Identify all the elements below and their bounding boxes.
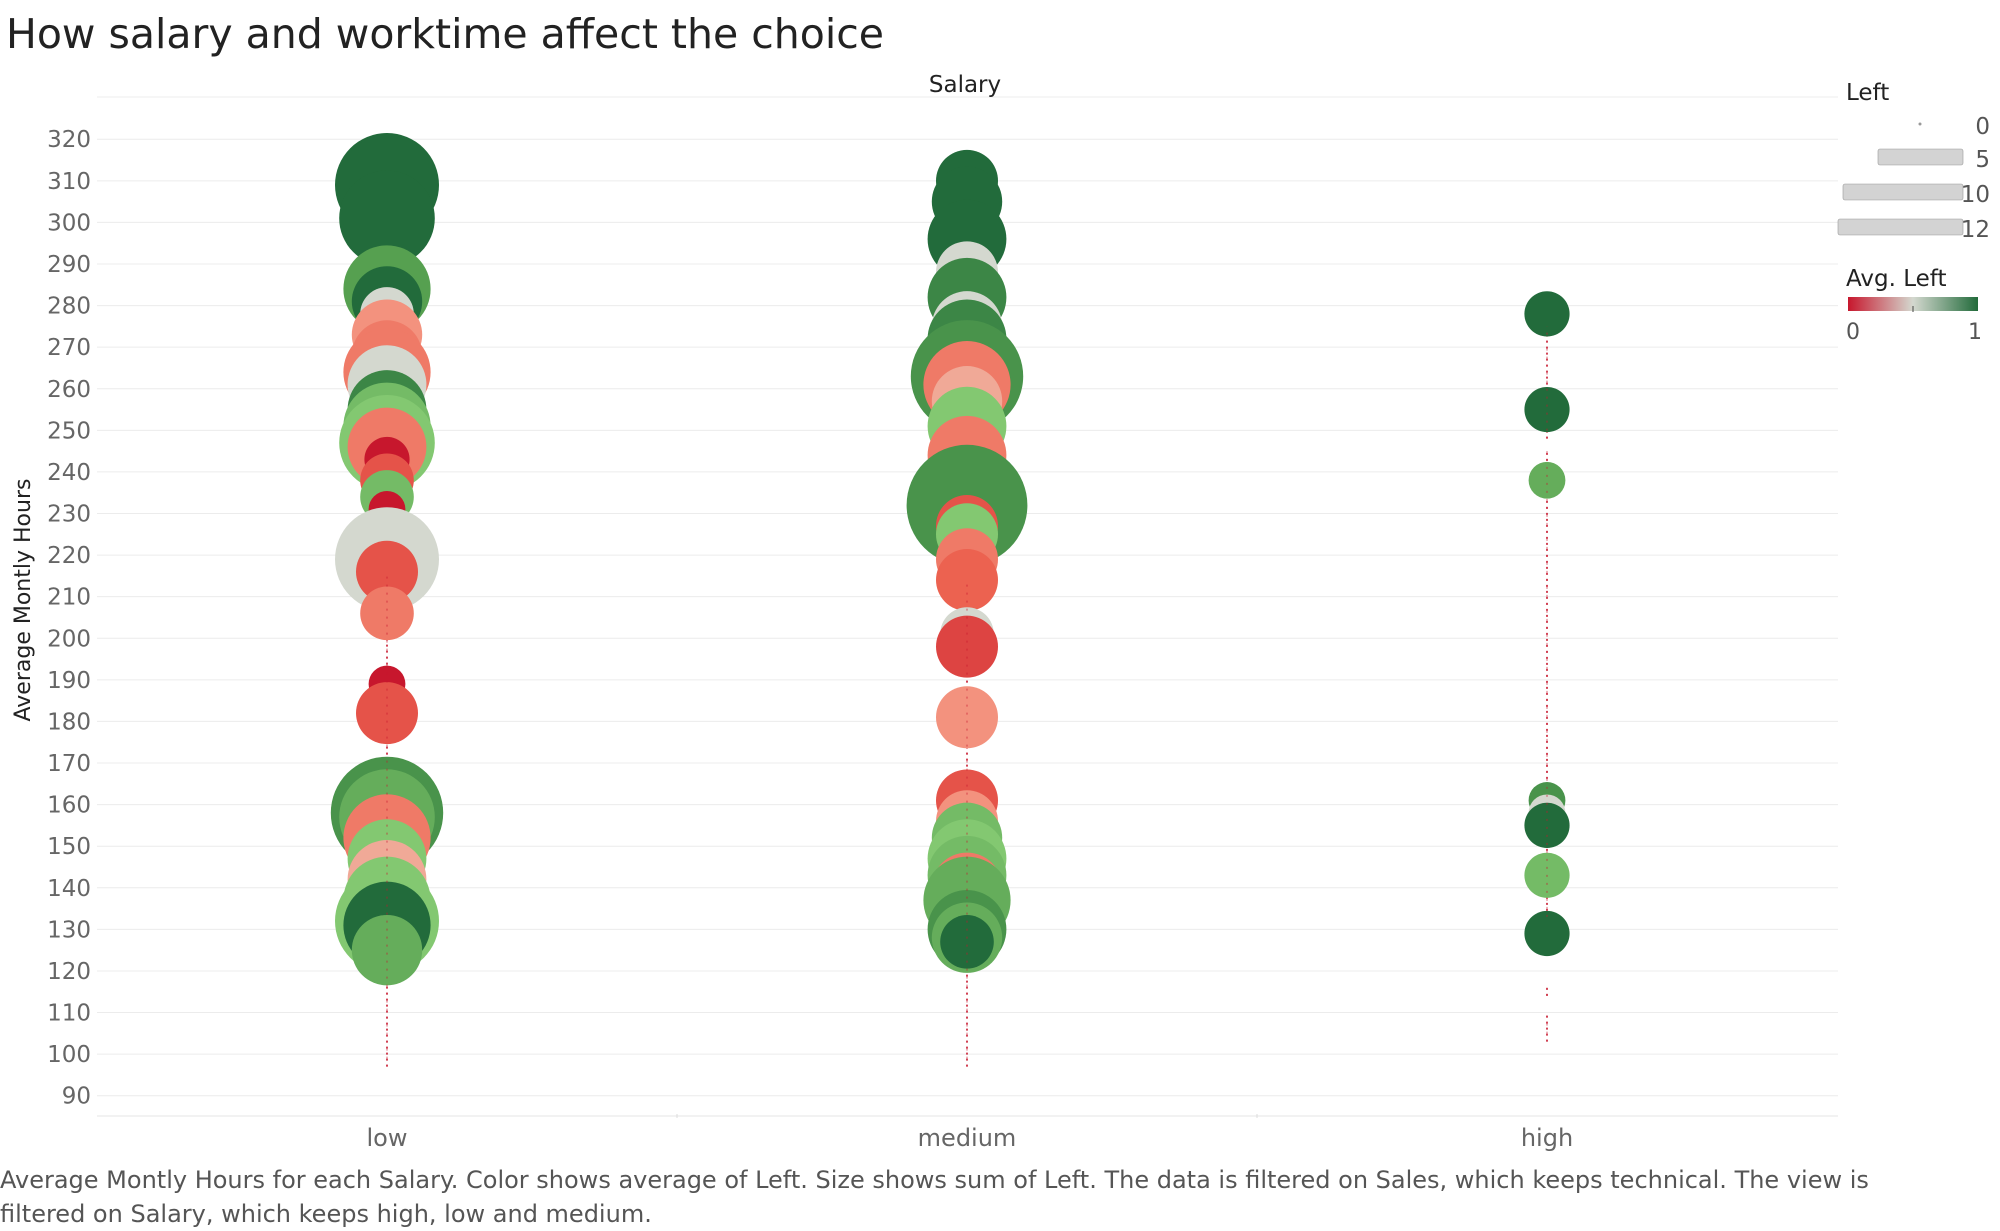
size-legend-swatch [1918,122,1922,126]
bubble-low[interactable] [351,914,423,986]
size-legend-title: Left [1846,80,1889,106]
chart-caption: Average Montly Hours for each Salary. Co… [0,1166,1869,1228]
chart-title: How salary and worktime affect the choic… [6,10,885,58]
bubble-low[interactable] [356,540,418,603]
y-tick-label: 320 [47,127,91,153]
bubble-medium[interactable] [936,615,998,678]
color-legend-min: 0 [1846,320,1860,345]
y-tick-label: 310 [47,169,91,195]
bubble-medium[interactable] [936,686,998,749]
y-tick-label: 170 [47,751,91,777]
y-axis-label: Average Montly Hours [11,479,36,722]
legend: Left 0 5 10 12 Avg. Left 0 1 [1837,80,1990,345]
y-tick-label: 140 [47,876,91,902]
y-tick-label: 300 [47,210,91,236]
bubble-chart: 9010011012013014015016017018019020021022… [11,72,1990,1152]
y-tick-label: 90 [62,1084,91,1110]
bubble-medium[interactable] [936,549,998,612]
y-tick-label: 220 [47,543,91,569]
y-tick-label: 210 [47,585,91,611]
y-tick-label: 270 [47,335,91,361]
bubble-high[interactable] [1524,910,1570,957]
color-legend-ramp [1848,297,1978,311]
size-legend-label: 0 [1975,114,1990,140]
bubbles [330,132,1570,1067]
color-legend-max: 1 [1968,320,1982,345]
size-legend: 0 5 10 12 [1837,114,1990,243]
bubble-low[interactable] [339,170,435,267]
y-tick-label: 100 [47,1042,91,1068]
column-header: Salary [929,72,1001,98]
y-tick-label: 260 [47,377,91,403]
y-tick-label: 160 [47,793,91,819]
x-tick-label: low [367,1124,408,1152]
y-tick-label: 250 [47,418,91,444]
size-legend-swatch [1837,218,1964,236]
x-tick-label: high [1521,1124,1573,1152]
y-tick-label: 280 [47,294,91,320]
y-tick-label: 240 [47,460,91,486]
size-legend-swatch [1842,183,1964,201]
y-tick-label: 130 [47,917,91,943]
y-tick-label: 190 [47,668,91,694]
x-axis-ticks: low medium high [367,1124,1574,1152]
bubble-medium[interactable] [940,915,994,969]
y-axis-ticks: 90 100 110 120 130 140 150 160 170 180 190 200 210 22… [47,127,91,1109]
bubble-low[interactable] [360,586,414,641]
bubble-high[interactable] [1528,461,1566,499]
y-tick-label: 150 [47,834,91,860]
size-legend-label: 10 [1961,182,1990,208]
y-tick-label: 290 [47,252,91,278]
size-legend-label: 12 [1961,217,1990,243]
size-legend-swatch [1877,148,1964,166]
size-legend-label: 5 [1975,147,1990,173]
bubble-high[interactable] [1524,386,1570,433]
y-tick-label: 230 [47,502,91,528]
y-tick-label: 180 [47,709,91,735]
y-tick-label: 120 [47,959,91,985]
y-tick-label: 110 [47,1001,91,1027]
x-tick-label: medium [918,1124,1017,1152]
color-legend-title: Avg. Left [1846,266,1947,292]
y-tick-label: 200 [47,626,91,652]
bubble-high[interactable] [1524,291,1570,337]
bubble-high[interactable] [1524,802,1570,848]
